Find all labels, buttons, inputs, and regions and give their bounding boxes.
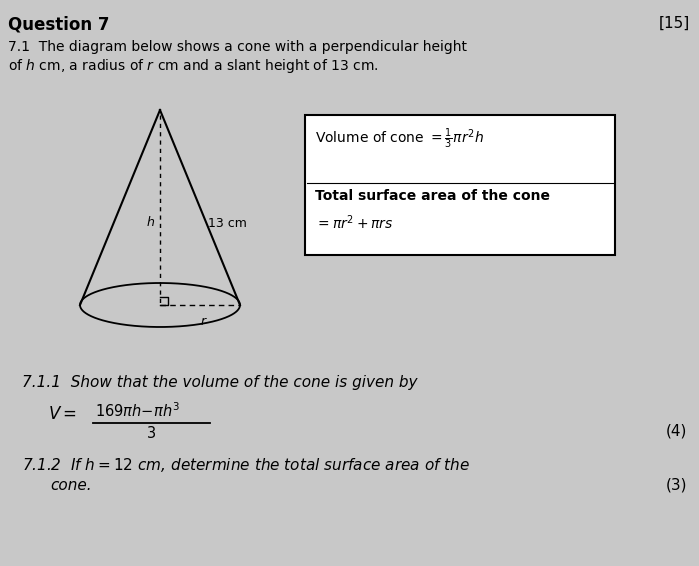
Text: $= \pi r^2 + \pi r s$: $= \pi r^2 + \pi r s$ — [315, 213, 394, 231]
Text: Question 7: Question 7 — [8, 16, 110, 34]
Text: (3): (3) — [665, 478, 687, 493]
Text: 7.1  The diagram below shows a cone with a perpendicular height: 7.1 The diagram below shows a cone with … — [8, 40, 467, 54]
Text: $r$: $r$ — [200, 315, 208, 328]
Text: Total surface area of the cone: Total surface area of the cone — [315, 189, 550, 203]
Text: (4): (4) — [665, 423, 687, 438]
Text: of $h$ cm, a radius of $r$ cm and a slant height of 13 cm.: of $h$ cm, a radius of $r$ cm and a slan… — [8, 57, 379, 75]
Text: 7.1.2  If $h = 12$ cm, determine the total surface area of the: 7.1.2 If $h = 12$ cm, determine the tota… — [22, 456, 470, 474]
Text: $169\pi h{-}\pi h^3$: $169\pi h{-}\pi h^3$ — [95, 401, 180, 420]
Bar — [305, 115, 615, 255]
Text: 13 cm: 13 cm — [208, 217, 247, 230]
Text: Volume of cone $= \frac{1}{3}\pi r^2 h$: Volume of cone $= \frac{1}{3}\pi r^2 h$ — [315, 127, 484, 151]
Text: $h$: $h$ — [146, 216, 155, 229]
Text: 3: 3 — [147, 426, 156, 441]
Text: $V =$: $V =$ — [48, 405, 77, 423]
Text: 7.1.1  Show that the volume of the cone is given by: 7.1.1 Show that the volume of the cone i… — [22, 375, 417, 390]
Text: [15]: [15] — [658, 16, 690, 31]
Text: cone.: cone. — [50, 478, 92, 493]
